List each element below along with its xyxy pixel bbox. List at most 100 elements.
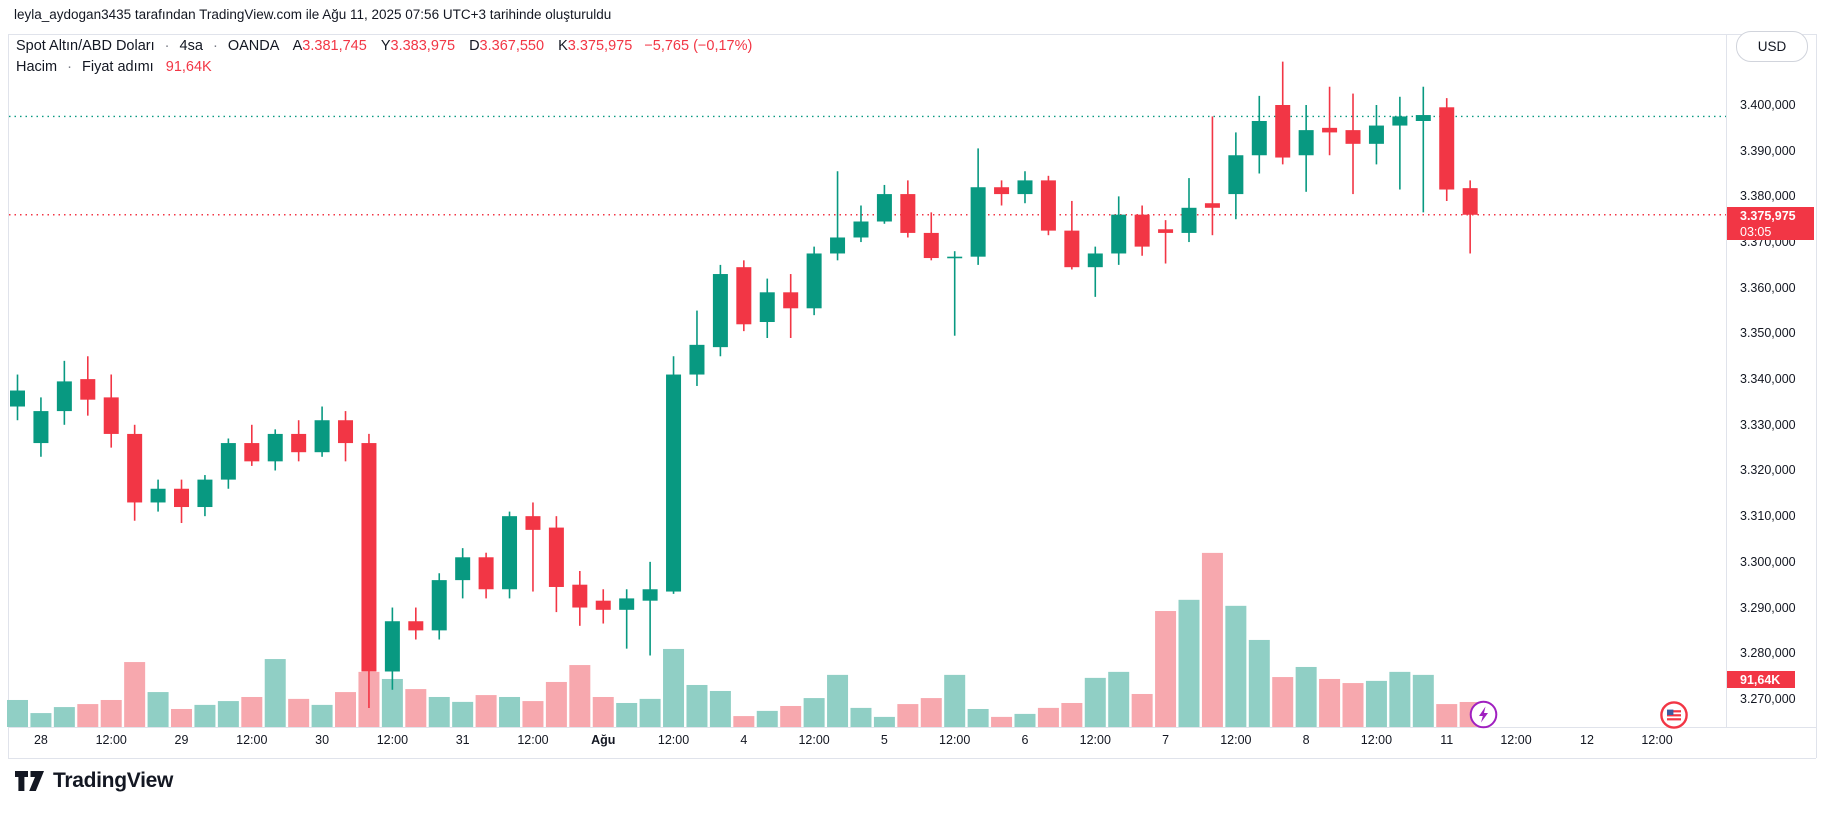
tradingview-logo-text: TradingView: [53, 769, 174, 792]
legend-separator: ·: [164, 38, 170, 54]
high-letter: Y: [380, 38, 391, 54]
candle-body: [1462, 188, 1478, 215]
time-tick-label: 31: [455, 733, 470, 747]
candle-body: [10, 390, 25, 407]
legend-separator: ·: [67, 59, 72, 75]
price-axis[interactable]: 3.400,000 3.390,000 3.380,000 3.370,000 3.36…: [1726, 34, 1824, 727]
candle-body: [642, 589, 658, 601]
volume-bar: [545, 681, 567, 727]
currency-toggle-button[interactable]: USD: [1736, 31, 1808, 62]
time-axis[interactable]: 28 12:00 29 12:00 30 12:00 31 12:00 Ağu 12:00 4 12:…: [0, 728, 1824, 758]
candle-body: [1275, 105, 1291, 158]
candle-body: [689, 344, 705, 375]
time-tick-label: 12:00: [1220, 733, 1252, 747]
exchange-label[interactable]: OANDA: [227, 38, 279, 54]
candlestick-chart[interactable]: [0, 0, 1726, 758]
candle-body: [1087, 253, 1103, 268]
volume-bar: [967, 708, 989, 727]
price-tick-label: 3.310,000: [1740, 509, 1796, 524]
candle-body: [127, 433, 143, 503]
time-tick-label: 12:00: [236, 733, 268, 747]
volume-bar: [1014, 713, 1036, 727]
volume-bar: [1342, 683, 1364, 727]
high-value: 3.383,975: [390, 38, 456, 54]
volume-bar: [100, 699, 122, 727]
volume-bar: [873, 716, 895, 727]
candle-body: [1368, 125, 1384, 144]
price-tick-label: 3.380,000: [1740, 189, 1796, 204]
close-value: 3.375,975: [567, 38, 633, 54]
price-tick-label: 3.270,000: [1740, 691, 1796, 706]
volume-bar: [452, 701, 474, 727]
volume-bar: [1178, 599, 1200, 727]
volume-bar: [53, 707, 75, 727]
candle-body: [900, 194, 916, 233]
tradingview-logo-icon: [15, 771, 44, 791]
price-scale-separator[interactable]: [1726, 34, 1727, 727]
volume-bar: [194, 704, 216, 727]
symbol-legend[interactable]: Spot Altın/ABD Doları · 4sa · OANDA A3.3…: [16, 38, 752, 54]
time-tick-label: 12:00: [517, 733, 549, 747]
candle-body: [1228, 155, 1244, 195]
time-tick-label: 12:00: [1500, 733, 1532, 747]
volume-bar: [944, 674, 966, 727]
volume-indicator-sub: Fiyat adımı: [82, 59, 154, 75]
time-tick-label: 29: [174, 733, 189, 747]
volume-bar: [733, 716, 755, 727]
price-tick-label: 3.400,000: [1740, 98, 1796, 112]
candle-body: [267, 433, 283, 462]
boost-lightning-icon[interactable]: [1469, 700, 1498, 729]
time-tick-label: 4: [740, 733, 748, 747]
volume-bar: [663, 648, 685, 727]
volume-indicator-label[interactable]: Hacim: [16, 59, 58, 75]
candle-body: [994, 187, 1010, 195]
bar-countdown: 03:05: [1740, 224, 1772, 239]
price-tick-label: 3.360,000: [1740, 280, 1796, 295]
volume-bar: [1295, 666, 1317, 727]
us-flag-event-icon[interactable]: [1660, 701, 1688, 729]
time-tick-label: 12: [1580, 733, 1594, 747]
volume-bar: [569, 665, 591, 727]
tradingview-logo[interactable]: TradingView: [14, 768, 173, 794]
chart-frame-top: [8, 34, 1816, 35]
candle-body: [197, 479, 213, 508]
price-tick-label: 3.300,000: [1740, 554, 1796, 569]
candle-body: [431, 580, 447, 631]
candle-body: [1017, 180, 1033, 195]
volume-bar: [920, 698, 942, 727]
volume-bar: [1248, 639, 1270, 727]
candle-body: [619, 598, 635, 610]
volume-bar: [264, 659, 286, 727]
volume-bar: [1412, 674, 1434, 727]
volume-bar: [592, 696, 614, 727]
volume-bar: [850, 707, 872, 727]
candle-body: [502, 516, 518, 590]
candle-body: [1251, 120, 1267, 156]
candle-body: [759, 292, 775, 323]
time-tick-label: 6: [1021, 733, 1029, 747]
candle-body: [947, 256, 963, 259]
candle-body: [525, 516, 541, 530]
open-letter: A: [292, 38, 303, 54]
volume-legend[interactable]: Hacim · Fiyat adımı 91,64K: [16, 59, 212, 75]
candle-body: [338, 420, 354, 444]
symbol-title[interactable]: Spot Altın/ABD Doları: [16, 38, 155, 54]
last-price-badge: 3.375,975 03:05: [1727, 207, 1814, 240]
volume-bar: [780, 705, 802, 727]
time-tick-label: 12:00: [1360, 733, 1393, 747]
volume-bar: [1436, 704, 1458, 727]
time-tick-label: 11: [1440, 733, 1454, 747]
time-tick-label: 12:00: [1079, 733, 1111, 747]
volume-bar: [428, 696, 450, 727]
candle-body: [783, 292, 799, 309]
volume-bar: [1225, 605, 1247, 727]
interval-label[interactable]: 4sa: [179, 38, 203, 54]
volume-bar: [991, 716, 1013, 727]
time-scale-separator[interactable]: [8, 727, 1816, 728]
time-tick-label: 12:00: [1641, 733, 1673, 747]
candle-body: [314, 420, 330, 453]
time-tick-label: 5: [880, 733, 888, 747]
candle-body: [1111, 214, 1127, 254]
chart-frame-bottom: [8, 758, 1816, 759]
volume-bar: [335, 692, 357, 727]
